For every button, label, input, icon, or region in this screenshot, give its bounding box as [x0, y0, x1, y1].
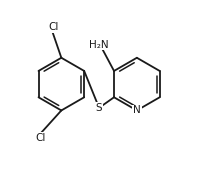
- Text: H₂N: H₂N: [89, 40, 109, 50]
- Text: N: N: [133, 105, 141, 115]
- Text: S: S: [96, 103, 103, 113]
- Text: Cl: Cl: [48, 22, 59, 32]
- Text: Cl: Cl: [35, 133, 45, 143]
